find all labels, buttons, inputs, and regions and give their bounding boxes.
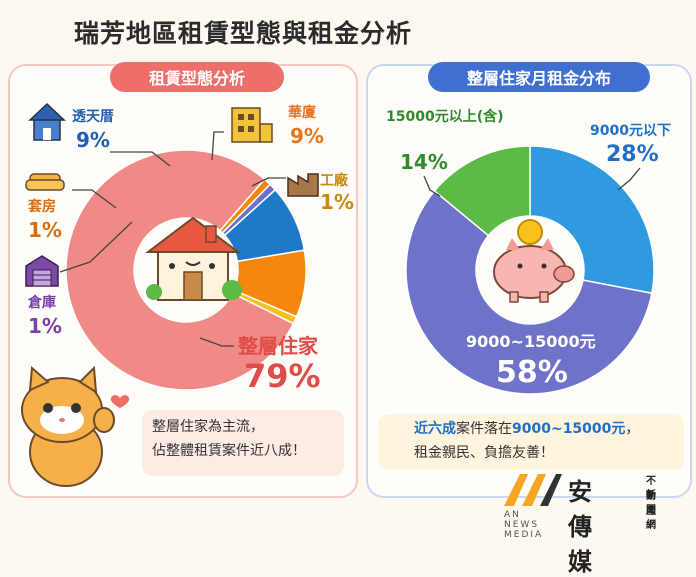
- rent-distribution-heading: 整層住家月租金分布: [428, 62, 650, 92]
- leader-line-warehouse: [59, 221, 133, 273]
- apartment-label: 整層住家: [238, 334, 318, 358]
- building-icon: [231, 107, 273, 143]
- logo-name: 安傳媒: [568, 478, 592, 576]
- note-end-text: ，: [625, 421, 640, 437]
- above-15000-value: 14%: [400, 150, 448, 174]
- leader-line-below-9000: [617, 167, 641, 191]
- warehouse-value: 1%: [28, 314, 62, 338]
- leader-line-mansion: [211, 131, 224, 161]
- warehouse-label: 倉庫: [28, 295, 56, 311]
- townhouse-label: 透天厝: [72, 109, 114, 125]
- house-icon: [145, 216, 242, 301]
- factory-value: 1%: [320, 190, 354, 214]
- rent-distribution-slice-0: [529, 145, 655, 295]
- rent-distribution-slice-1: [405, 189, 653, 395]
- leader-line-suite: [72, 189, 117, 209]
- heart-icon: [110, 395, 130, 408]
- leader-line-apartment: [199, 337, 234, 347]
- rent-distribution-note: 近六成案件落在9000~15000元， 租金親民、負擔友善！: [378, 414, 684, 470]
- leader-line-townhouse: [110, 151, 171, 167]
- logo-sub2: 新聞網: [646, 490, 656, 531]
- apartment-value: 79%: [244, 357, 321, 395]
- mid-range-value: 58%: [496, 355, 568, 390]
- suite-label: 套房: [28, 199, 56, 215]
- warehouse-icon: [25, 255, 59, 287]
- rental-type-note-line1: 整層住家為主流，: [152, 419, 264, 435]
- note-mid-text: 案件落在: [456, 421, 512, 437]
- note-highlight-range: 9000~15000元: [512, 421, 626, 437]
- page-title: 瑞芳地區租賃型態與租金分析: [74, 19, 413, 48]
- cat-mascot-icon: [21, 365, 115, 487]
- note-highlight-share: 近六成: [414, 421, 456, 437]
- rental-type-donut: [65, 149, 307, 391]
- rental-type-note-line2: 佔整體租賃案件近八成！: [152, 442, 306, 459]
- rental-type-heading: 租賃型態分析: [110, 62, 284, 92]
- rent-distribution-note-line2: 租金親民、負擔友善！: [414, 444, 554, 461]
- rent-distribution-slice-2: [433, 145, 531, 237]
- logo-english: AN NEWS MEDIA: [504, 510, 544, 540]
- factory-label: 工廠: [320, 173, 348, 189]
- below-9000-value: 28%: [606, 142, 659, 167]
- below-9000-label: 9000元以下: [590, 123, 671, 139]
- sofa-icon: [25, 173, 65, 191]
- donut-charts: [21, 102, 655, 487]
- rental-type-note: 整層住家為主流， 佔整體租賃案件近八成！: [142, 410, 344, 476]
- piggy-bank-icon: [493, 219, 575, 303]
- factory-icon: [287, 173, 319, 197]
- leader-line-above-15000: [423, 175, 441, 197]
- mid-range-label: 9000~15000元: [466, 332, 596, 351]
- mansion-value: 9%: [290, 124, 324, 148]
- rental-type-slice-0: [65, 149, 295, 391]
- logo-sub1: 不動產: [646, 476, 656, 517]
- mansion-label: 華廈: [288, 105, 316, 121]
- leader-line-factory: [251, 177, 286, 187]
- above-15000-label: 15000元以上(含): [386, 109, 504, 125]
- townhouse-icon: [28, 102, 66, 141]
- suite-value: 1%: [28, 218, 62, 242]
- townhouse-value: 9%: [76, 128, 110, 152]
- rent-distribution-donut: [405, 145, 655, 395]
